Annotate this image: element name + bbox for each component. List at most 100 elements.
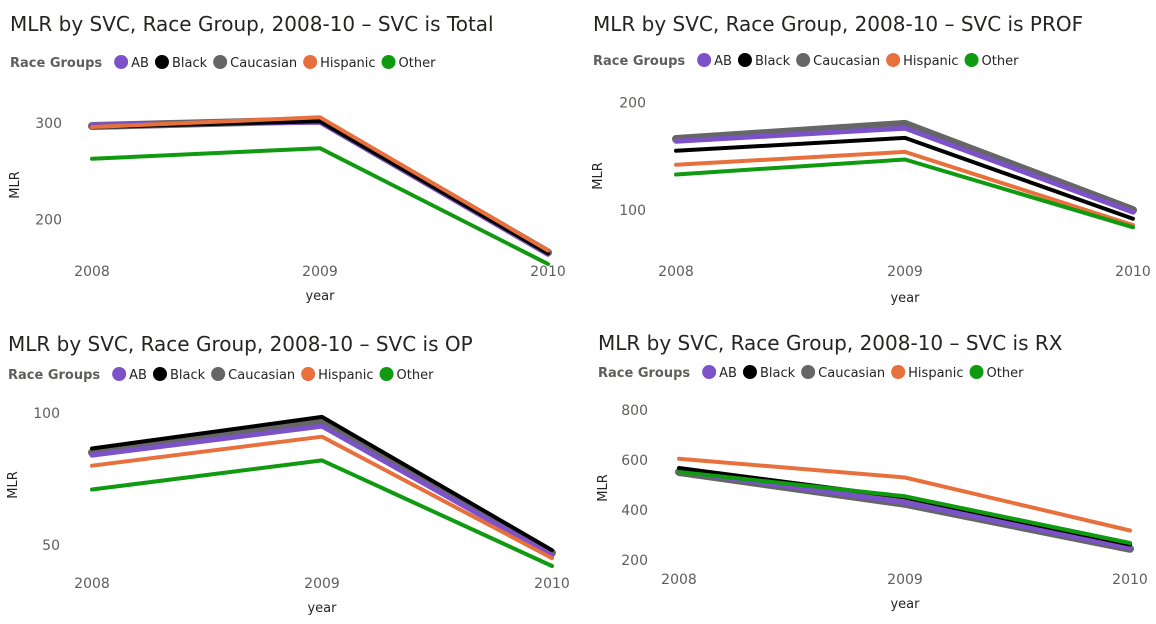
legend-marker-hispanic[interactable] (301, 367, 316, 381)
y-tick-label: 600 (621, 453, 648, 469)
series-line-black[interactable] (674, 135, 1135, 221)
x-tick-label: 2009 (887, 572, 923, 588)
series-line-black[interactable] (90, 119, 550, 256)
series-line-hispanic[interactable] (674, 149, 1135, 228)
legend-marker-ab[interactable] (697, 53, 712, 67)
legend-label-other[interactable]: Other (982, 54, 1020, 69)
y-axis-title: MLR (596, 474, 611, 502)
x-tick-label: 2009 (304, 576, 340, 592)
legend-label-hispanic[interactable]: Hispanic (908, 366, 963, 381)
x-tick-label: 2009 (302, 264, 338, 280)
legend-label-other[interactable]: Other (399, 56, 437, 71)
legend-label-caucasian[interactable]: Caucasian (230, 56, 297, 71)
legend-marker-hispanic[interactable] (891, 365, 906, 379)
legend-marker-caucasian[interactable] (213, 55, 228, 69)
series-line-other[interactable] (677, 470, 1132, 545)
legend-label-caucasian[interactable]: Caucasian (818, 366, 885, 381)
plot-area (88, 115, 552, 266)
legend-marker-black[interactable] (737, 53, 752, 67)
y-tick-label: 800 (621, 403, 648, 419)
legend-label-hispanic[interactable]: Hispanic (318, 368, 373, 383)
x-tick-label: 2008 (74, 576, 110, 592)
y-tick-label: 50 (42, 538, 60, 554)
y-tick-label: 100 (619, 203, 646, 219)
y-tick-label: 200 (621, 553, 648, 569)
series-line-black[interactable] (90, 414, 554, 553)
legend-marker-other[interactable] (964, 53, 979, 67)
series-line-caucasian[interactable] (675, 468, 1134, 553)
x-tick-label: 2008 (661, 572, 697, 588)
x-axis-title: year (305, 289, 335, 304)
plot-area (675, 456, 1134, 553)
x-tick-label: 2010 (1112, 572, 1148, 588)
legend-marker-black[interactable] (152, 367, 167, 381)
legend-label-caucasian[interactable]: Caucasian (228, 368, 295, 383)
chart-svg-total: MLR by SVC, Race Group, 2008-10 – SVC is… (8, 12, 566, 304)
legend-label-black[interactable]: Black (172, 56, 208, 71)
series-line-other[interactable] (90, 458, 554, 568)
chart-panel-prof: MLR by SVC, Race Group, 2008-10 – SVC is… (578, 0, 1156, 312)
series-line-hispanic[interactable] (90, 434, 554, 561)
legend-marker-ab[interactable] (702, 365, 717, 379)
legend-label-hispanic[interactable]: Hispanic (903, 54, 958, 69)
x-tick-label: 2008 (74, 264, 110, 280)
chart-title: MLR by SVC, Race Group, 2008-10 – SVC is… (598, 331, 1063, 355)
series-line-caucasian[interactable] (672, 119, 1137, 215)
series-line-ab[interactable] (676, 468, 1133, 551)
legend-label-ab[interactable]: AB (129, 368, 147, 383)
y-tick-label: 100 (33, 406, 60, 422)
legend-label-ab[interactable]: AB (719, 366, 737, 381)
series-line-caucasian[interactable] (88, 116, 552, 257)
legend-marker-ab[interactable] (114, 55, 129, 69)
series-line-caucasian[interactable] (88, 416, 556, 557)
series-line-hispanic[interactable] (677, 456, 1132, 533)
legend-marker-ab[interactable] (112, 367, 127, 381)
y-tick-label: 200 (35, 213, 62, 229)
legend-title: Race Groups (10, 56, 102, 71)
legend-marker-hispanic[interactable] (303, 55, 318, 69)
y-tick-label: 300 (35, 116, 62, 132)
legend-marker-other[interactable] (969, 365, 984, 379)
legend-marker-caucasian[interactable] (211, 367, 226, 381)
legend-title: Race Groups (593, 54, 685, 69)
legend-marker-hispanic[interactable] (886, 53, 901, 67)
y-axis-title: MLR (8, 171, 23, 199)
legend-label-other[interactable]: Other (987, 366, 1025, 381)
legend-marker-other[interactable] (379, 367, 394, 381)
chart-panel-op: MLR by SVC, Race Group, 2008-10 – SVC is… (0, 312, 578, 624)
y-tick-label: 400 (621, 503, 648, 519)
series-line-hispanic[interactable] (90, 115, 550, 253)
legend-marker-other[interactable] (381, 55, 396, 69)
chart-svg-op: MLR by SVC, Race Group, 2008-10 – SVC is… (6, 332, 570, 616)
legend-label-ab[interactable]: AB (714, 54, 732, 69)
series-line-ab[interactable] (89, 423, 555, 558)
legend-label-black[interactable]: Black (755, 54, 791, 69)
chart-panel-total: MLR by SVC, Race Group, 2008-10 – SVC is… (0, 0, 578, 312)
series-line-ab[interactable] (89, 119, 551, 257)
legend-marker-caucasian[interactable] (796, 53, 811, 67)
chart-title: MLR by SVC, Race Group, 2008-10 – SVC is… (8, 332, 473, 356)
series-line-other[interactable] (90, 146, 550, 266)
legend-label-black[interactable]: Black (760, 366, 796, 381)
chart-title: MLR by SVC, Race Group, 2008-10 – SVC is… (593, 12, 1083, 36)
chart-svg-prof: MLR by SVC, Race Group, 2008-10 – SVC is… (591, 12, 1151, 306)
legend-label-other[interactable]: Other (397, 368, 435, 383)
legend-marker-black[interactable] (154, 55, 169, 69)
legend-label-ab[interactable]: AB (131, 56, 149, 71)
legend-title: Race Groups (8, 368, 100, 383)
x-tick-label: 2008 (658, 264, 694, 280)
legend-label-hispanic[interactable]: Hispanic (320, 56, 375, 71)
plot-area (672, 119, 1137, 230)
x-tick-label: 2010 (1115, 264, 1151, 280)
legend-label-caucasian[interactable]: Caucasian (813, 54, 880, 69)
legend-label-black[interactable]: Black (170, 368, 206, 383)
chart-title: MLR by SVC, Race Group, 2008-10 – SVC is… (10, 12, 494, 36)
legend-marker-black[interactable] (742, 365, 757, 379)
x-tick-label: 2009 (887, 264, 923, 280)
y-axis-title: MLR (6, 471, 21, 499)
plot-area (88, 414, 556, 568)
series-line-ab[interactable] (673, 125, 1136, 215)
series-line-other[interactable] (674, 157, 1135, 230)
chart-svg-rx: MLR by SVC, Race Group, 2008-10 – SVC is… (596, 331, 1148, 612)
legend-marker-caucasian[interactable] (801, 365, 816, 379)
